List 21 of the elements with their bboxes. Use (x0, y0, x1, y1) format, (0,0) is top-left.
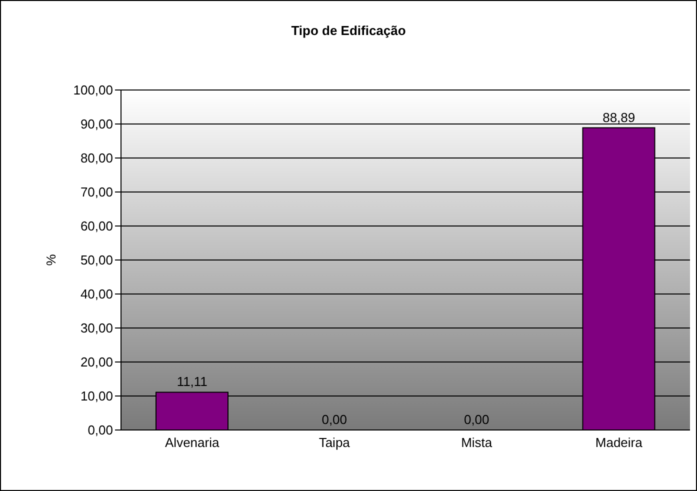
y-tick-label: 50,00 (80, 252, 113, 268)
y-tick-label: 60,00 (80, 218, 113, 234)
y-tick-label: 40,00 (80, 286, 113, 302)
y-tick-label: 20,00 (80, 354, 113, 370)
x-tick-label: Mista (461, 435, 493, 450)
y-tick-label: 30,00 (80, 320, 113, 336)
y-tick-label: 70,00 (80, 184, 113, 200)
x-tick-label: Madeira (595, 435, 644, 450)
y-tick-label: 0,00 (88, 422, 113, 438)
y-tick-label: 90,00 (80, 116, 113, 132)
data-label: 0,00 (322, 412, 348, 427)
x-tick-label: Taipa (318, 435, 351, 450)
y-tick-label: 100,00 (73, 82, 113, 98)
x-tick-label: Alvenaria (165, 435, 220, 450)
chart-title: Tipo de Edificação (290, 23, 407, 38)
data-label: 11,11 (176, 374, 208, 390)
y-tick-label: 10,00 (80, 388, 113, 404)
y-axis-title: % (44, 254, 59, 266)
data-label: 0,00 (464, 412, 490, 427)
y-tick-label: 80,00 (80, 150, 113, 166)
data-label: 88,89 (602, 110, 636, 125)
